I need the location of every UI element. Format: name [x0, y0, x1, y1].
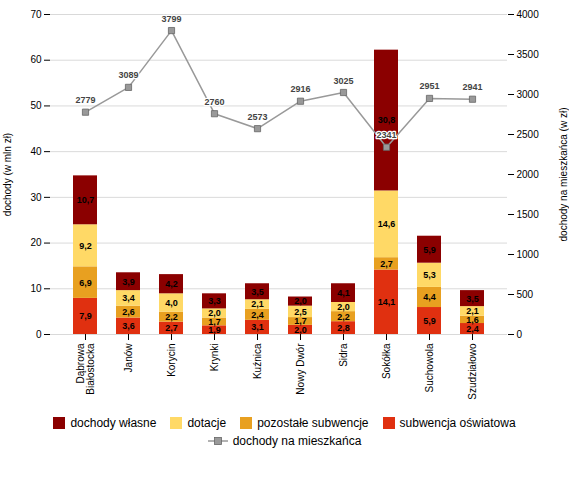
svg-text:2500: 2500	[517, 129, 540, 140]
svg-text:3,5: 3,5	[251, 287, 264, 297]
svg-text:2,5: 2,5	[294, 307, 307, 317]
svg-text:1,9: 1,9	[208, 325, 221, 335]
svg-text:Szudziałowo: Szudziałowo	[467, 343, 478, 400]
svg-text:1000: 1000	[517, 249, 540, 260]
svg-text:1500: 1500	[517, 209, 540, 220]
svg-text:2,7: 2,7	[380, 259, 393, 269]
svg-text:3500: 3500	[517, 49, 540, 60]
svg-text:3025: 3025	[333, 76, 353, 86]
svg-text:Suchowola: Suchowola	[424, 343, 435, 392]
svg-text:3,3: 3,3	[208, 296, 221, 306]
svg-text:4,4: 4,4	[423, 292, 436, 302]
svg-text:3000: 3000	[517, 89, 540, 100]
svg-text:2916: 2916	[290, 84, 310, 94]
svg-text:3,9: 3,9	[122, 277, 135, 287]
svg-text:7,9: 7,9	[79, 311, 92, 321]
svg-text:1,6: 1,6	[466, 314, 479, 325]
svg-text:2,0: 2,0	[208, 308, 221, 318]
svg-text:1,7: 1,7	[208, 316, 221, 327]
svg-text:14,1: 14,1	[378, 297, 396, 307]
svg-text:3,5: 3,5	[466, 293, 479, 303]
svg-text:3089: 3089	[118, 70, 138, 80]
svg-text:2000: 2000	[517, 169, 540, 180]
svg-text:2,4: 2,4	[466, 324, 479, 334]
svg-text:6,9: 6,9	[79, 277, 92, 287]
svg-text:14,6: 14,6	[378, 219, 396, 229]
svg-text:0: 0	[36, 329, 42, 340]
html-text:dochody na mieszkańca: dochody na mieszkańca	[232, 434, 362, 448]
svg-text:4,1: 4,1	[337, 288, 350, 298]
svg-text:2,2: 2,2	[337, 312, 350, 322]
svg-text:50: 50	[30, 100, 42, 111]
svg-text:2341: 2341	[376, 130, 396, 140]
svg-text:4,0: 4,0	[165, 298, 178, 308]
svg-text:2,0: 2,0	[294, 296, 307, 306]
svg-text:2,1: 2,1	[466, 306, 479, 316]
svg-text:10: 10	[30, 283, 42, 294]
svg-text:2,0: 2,0	[294, 324, 307, 335]
svg-text:2941: 2941	[462, 82, 482, 92]
svg-text:4000: 4000	[517, 9, 540, 20]
svg-text:500: 500	[517, 289, 534, 300]
html-text:subwencja oświatowa: subwencja oświatowa	[399, 416, 516, 430]
svg-text:2,0: 2,0	[337, 302, 350, 312]
svg-text:2,6: 2,6	[122, 307, 135, 317]
svg-text:1,7: 1,7	[294, 316, 307, 326]
svg-text:30: 30	[30, 192, 42, 203]
svg-text:Sokółka: Sokółka	[381, 343, 392, 379]
svg-text:2,1: 2,1	[251, 299, 264, 309]
svg-text:2779: 2779	[75, 95, 95, 105]
svg-text:dochody (w mln zł): dochody (w mln zł)	[2, 133, 13, 216]
svg-text:9,2: 9,2	[79, 241, 92, 251]
html-text:pozostałe subwencje: pozostałe subwencje	[257, 416, 369, 430]
svg-text:30,8: 30,8	[378, 115, 396, 125]
svg-text:dochody na mieszkańca (w zł): dochody na mieszkańca (w zł)	[558, 108, 569, 242]
svg-text:5,3: 5,3	[423, 270, 436, 280]
svg-text:3,4: 3,4	[122, 293, 135, 303]
svg-text:2,8: 2,8	[337, 323, 350, 333]
svg-text:4,2: 4,2	[165, 279, 178, 289]
svg-text:2,2: 2,2	[165, 312, 178, 322]
svg-text:3,1: 3,1	[251, 322, 264, 332]
svg-text:Nowy Dwór: Nowy Dwór	[295, 343, 306, 395]
svg-text:Janów: Janów	[123, 343, 134, 373]
html-text:dotacje: dotacje	[187, 416, 227, 430]
svg-text:10,7: 10,7	[77, 195, 95, 205]
svg-text:5,9: 5,9	[423, 245, 436, 255]
svg-text:2,7: 2,7	[165, 323, 178, 333]
svg-text:3799: 3799	[161, 14, 181, 24]
svg-text:20: 20	[30, 237, 42, 248]
svg-text:5,9: 5,9	[423, 316, 436, 326]
svg-text:DąbrowaBiałostocka: DąbrowaBiałostocka	[75, 343, 96, 395]
svg-text:Kuźnica: Kuźnica	[252, 343, 263, 379]
svg-text:2,4: 2,4	[251, 310, 264, 320]
svg-text:Korycin: Korycin	[166, 344, 177, 377]
html-text:dochody własne: dochody własne	[70, 416, 157, 430]
svg-text:Krynki: Krynki	[209, 344, 220, 372]
svg-text:40: 40	[30, 146, 42, 157]
svg-text:3,6: 3,6	[122, 321, 135, 331]
svg-text:70: 70	[30, 9, 42, 20]
svg-text:0: 0	[517, 329, 523, 340]
svg-text:2573: 2573	[247, 112, 267, 122]
svg-text:2951: 2951	[419, 81, 439, 91]
svg-text:60: 60	[30, 54, 42, 65]
svg-text:Sidra: Sidra	[338, 343, 349, 367]
svg-text:2760: 2760	[204, 97, 224, 107]
